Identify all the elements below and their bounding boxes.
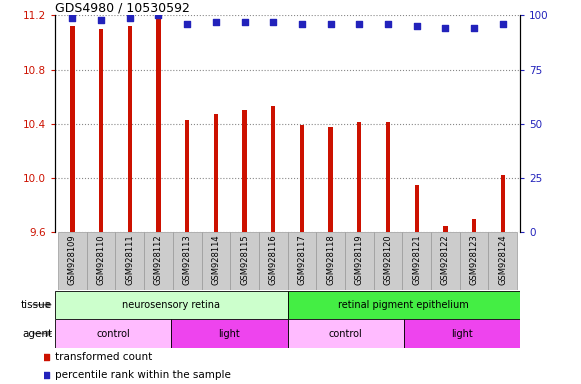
Text: GSM928116: GSM928116 (269, 234, 278, 285)
Bar (271, 106, 275, 232)
Text: light: light (451, 328, 473, 339)
Point (125, 15, 134, 21)
Text: light: light (218, 328, 241, 339)
Text: transformed count: transformed count (55, 352, 153, 362)
Bar (58, 232, 87, 290)
Bar (357, 122, 361, 232)
Point (326, 21, 335, 27)
Text: tissue: tissue (21, 300, 52, 310)
Bar (70, 26, 74, 232)
Text: GSM928122: GSM928122 (441, 234, 450, 285)
Text: control: control (329, 328, 363, 339)
Text: GSM928119: GSM928119 (355, 234, 364, 285)
Point (354, 21, 364, 27)
Bar (55, 319, 171, 348)
Point (268, 19, 278, 25)
Point (299, 132, 308, 138)
Bar (431, 232, 460, 290)
Bar (345, 232, 374, 290)
Bar (288, 232, 316, 290)
Point (498, 21, 507, 27)
Bar (87, 232, 116, 290)
Point (412, 23, 421, 29)
Point (96, 17, 106, 23)
Text: GSM928112: GSM928112 (154, 234, 163, 285)
Bar (144, 232, 173, 290)
Bar (404, 319, 520, 348)
Text: GSM928123: GSM928123 (469, 234, 479, 285)
Text: GSM928114: GSM928114 (211, 234, 220, 285)
Text: percentile rank within the sample: percentile rank within the sample (55, 370, 231, 380)
Text: GSM928113: GSM928113 (182, 234, 192, 285)
Text: neurosensory retina: neurosensory retina (123, 300, 220, 310)
Text: control: control (96, 328, 130, 339)
Bar (242, 110, 247, 232)
Bar (259, 232, 288, 290)
Bar (460, 232, 489, 290)
Bar (374, 232, 403, 290)
Point (182, 21, 192, 27)
Bar (116, 232, 144, 290)
Bar (316, 232, 345, 290)
Point (383, 21, 393, 27)
Point (297, 21, 307, 27)
Point (68, 15, 77, 21)
Text: GSM928111: GSM928111 (125, 234, 134, 285)
Bar (300, 125, 304, 232)
Bar (415, 185, 419, 232)
Bar (288, 291, 520, 319)
Point (240, 19, 249, 25)
Bar (156, 17, 160, 232)
Bar (472, 219, 476, 232)
Point (441, 25, 450, 31)
Point (469, 25, 479, 31)
Text: retinal pigment epithelium: retinal pigment epithelium (338, 300, 469, 310)
Point (211, 19, 221, 25)
Text: GSM928121: GSM928121 (412, 234, 421, 285)
Bar (443, 225, 447, 232)
Text: GSM928109: GSM928109 (68, 234, 77, 285)
Bar (128, 26, 132, 232)
Text: GSM928118: GSM928118 (326, 234, 335, 285)
Bar (328, 127, 333, 232)
Bar (173, 232, 202, 290)
Text: GSM928110: GSM928110 (96, 234, 106, 285)
Bar (288, 319, 404, 348)
Text: GSM928124: GSM928124 (498, 234, 507, 285)
Bar (202, 232, 230, 290)
Bar (386, 122, 390, 232)
Point (154, 12, 163, 18)
Text: GSM928120: GSM928120 (383, 234, 393, 285)
Bar (185, 120, 189, 232)
Bar (489, 232, 517, 290)
Text: GSM928117: GSM928117 (297, 234, 306, 285)
Bar (171, 319, 288, 348)
Point (299, 295, 308, 301)
Bar (55, 291, 288, 319)
Bar (230, 232, 259, 290)
Bar (501, 175, 505, 232)
Text: agent: agent (22, 328, 52, 339)
Bar (403, 232, 431, 290)
Text: GSM928115: GSM928115 (240, 234, 249, 285)
Text: GDS4980 / 10530592: GDS4980 / 10530592 (55, 1, 190, 14)
Bar (214, 114, 218, 232)
Bar (99, 29, 103, 232)
